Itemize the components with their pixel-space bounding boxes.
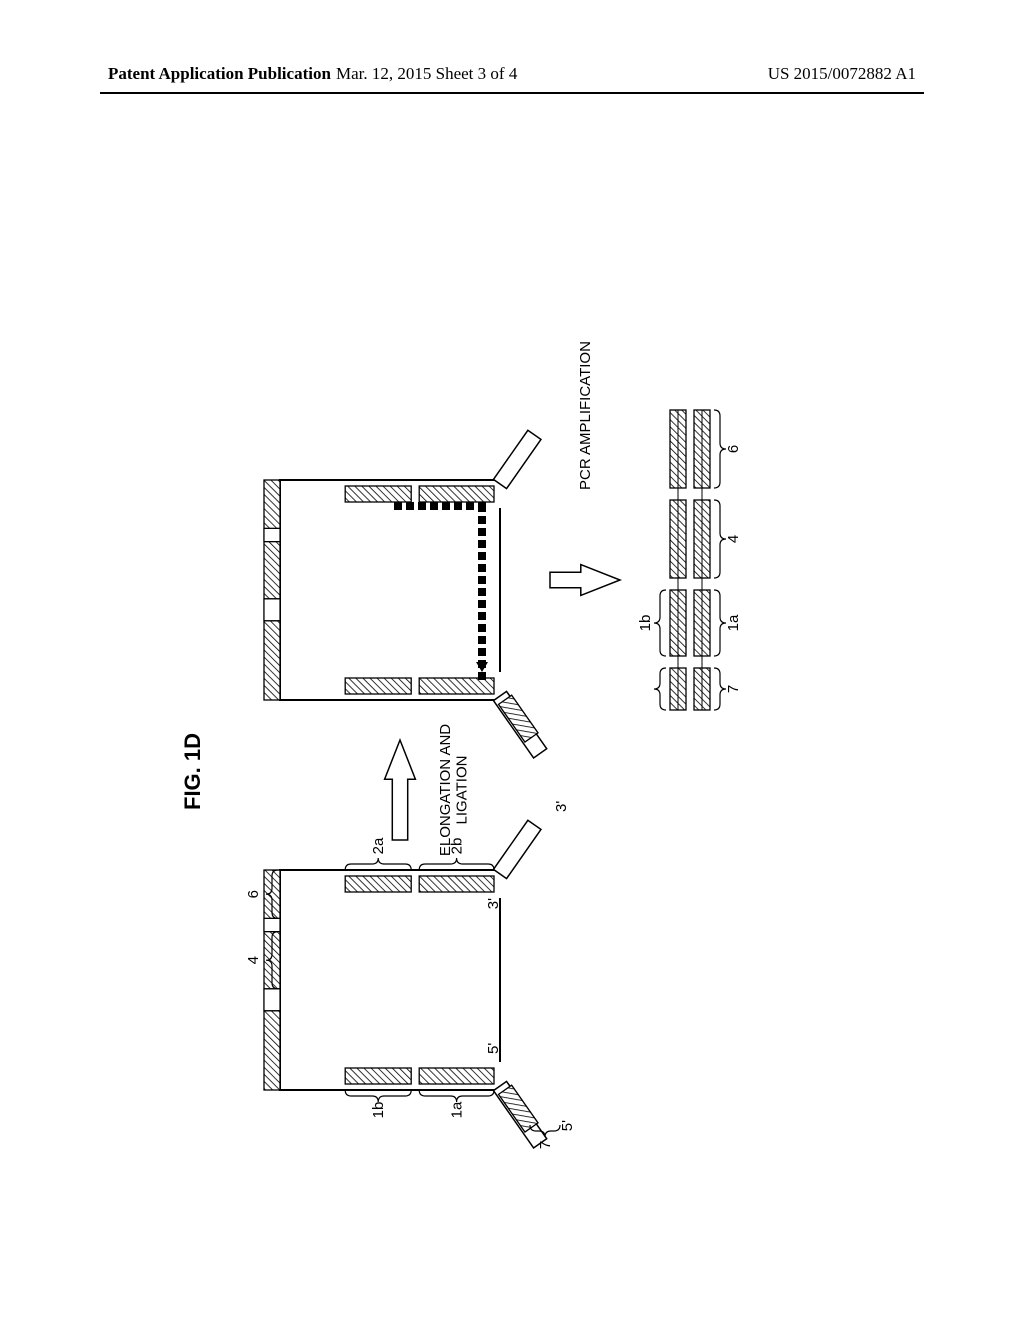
svg-text:4: 4 [245, 956, 262, 964]
svg-text:7: 7 [537, 1141, 554, 1149]
svg-text:7: 7 [725, 685, 742, 693]
svg-text:1a: 1a [449, 1101, 466, 1118]
svg-text:3': 3' [485, 898, 502, 909]
header-mid: Mar. 12, 2015 Sheet 3 of 4 [336, 64, 517, 84]
header-left: Patent Application Publication [108, 64, 331, 84]
svg-text:ELONGATION ANDLIGATION: ELONGATION ANDLIGATION [437, 724, 471, 856]
figure-1d: FIG. 1D461b1a72a2b5'3'5'3'ELONGATION AND… [150, 180, 810, 1180]
header-right: US 2015/0072882 A1 [768, 64, 916, 84]
svg-text:FIG. 1D: FIG. 1D [180, 733, 205, 810]
svg-text:2a: 2a [370, 837, 387, 854]
svg-text:1b: 1b [370, 1102, 387, 1119]
svg-text:3': 3' [553, 801, 570, 812]
header-rule [100, 92, 924, 94]
svg-text:PCR AMPLIFICATION: PCR AMPLIFICATION [577, 341, 594, 490]
svg-text:5': 5' [559, 1120, 576, 1131]
svg-text:4: 4 [725, 535, 742, 543]
svg-text:1a: 1a [725, 614, 742, 631]
svg-text:1b: 1b [637, 615, 654, 632]
svg-text:5': 5' [485, 1043, 502, 1054]
svg-text:6: 6 [725, 445, 742, 453]
svg-text:6: 6 [245, 890, 262, 898]
